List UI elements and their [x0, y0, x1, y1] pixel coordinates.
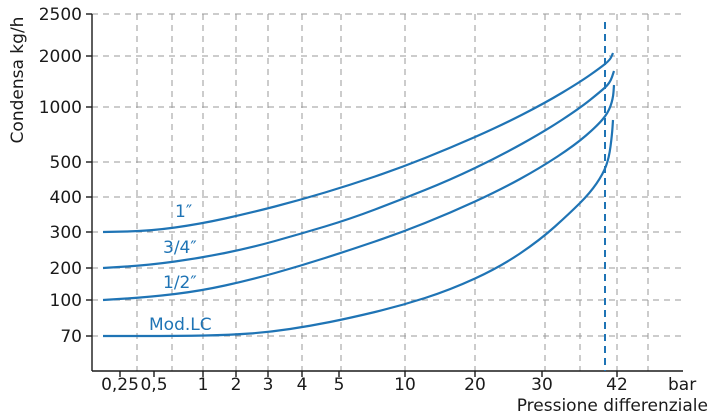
x-tick-label: 0,25	[101, 375, 139, 395]
label-layer: 1″ 3/4″ 1/2″ Mod.LC	[149, 202, 212, 335]
y-tick-label: 70	[60, 327, 82, 347]
y-tick-label: 200	[50, 259, 82, 279]
x-axis-title: Pressione differenziale	[517, 396, 708, 415]
y-axis-title: Condensa kg/h	[8, 17, 28, 144]
series-label: 3/4″	[163, 238, 197, 258]
y-tick-label: 2000	[39, 47, 82, 67]
x-tick-label: 1	[198, 375, 209, 395]
x-tick-label: 30	[531, 375, 553, 395]
y-tick-label: 400	[50, 188, 82, 208]
series-line	[103, 119, 615, 338]
x-tick-label: 20	[464, 375, 486, 395]
x-tick-label: 10	[394, 375, 416, 395]
tick-layer: 70 100 200 300 400 500 1000 2000 2500 0,25 0,5 1 2 3 4…	[39, 5, 628, 395]
grid-layer	[92, 13, 683, 371]
x-tick-label: 4	[297, 375, 308, 395]
series-line	[102, 84, 616, 302]
series-line	[102, 52, 615, 234]
x-tick-label: 2	[231, 375, 242, 395]
series-label: Mod.LC	[149, 315, 212, 335]
curve-layer	[102, 52, 616, 338]
x-tick-label: 5	[334, 375, 345, 395]
x-tick-label: 3	[263, 375, 274, 395]
axis-layer	[91, 14, 683, 372]
x-tick-label: 0,5	[140, 375, 167, 395]
y-tick-label: 100	[50, 291, 82, 311]
y-tick-label: 2500	[39, 5, 82, 25]
x-tick-label: 42	[606, 375, 628, 395]
y-tick-label: 500	[50, 153, 82, 173]
series-line	[102, 70, 616, 270]
y-tick-label: 300	[50, 223, 82, 243]
series-label: 1″	[175, 202, 192, 222]
series-label: 1/2″	[163, 273, 197, 293]
x-axis-unit: bar	[668, 375, 696, 395]
y-tick-label: 1000	[39, 98, 82, 118]
